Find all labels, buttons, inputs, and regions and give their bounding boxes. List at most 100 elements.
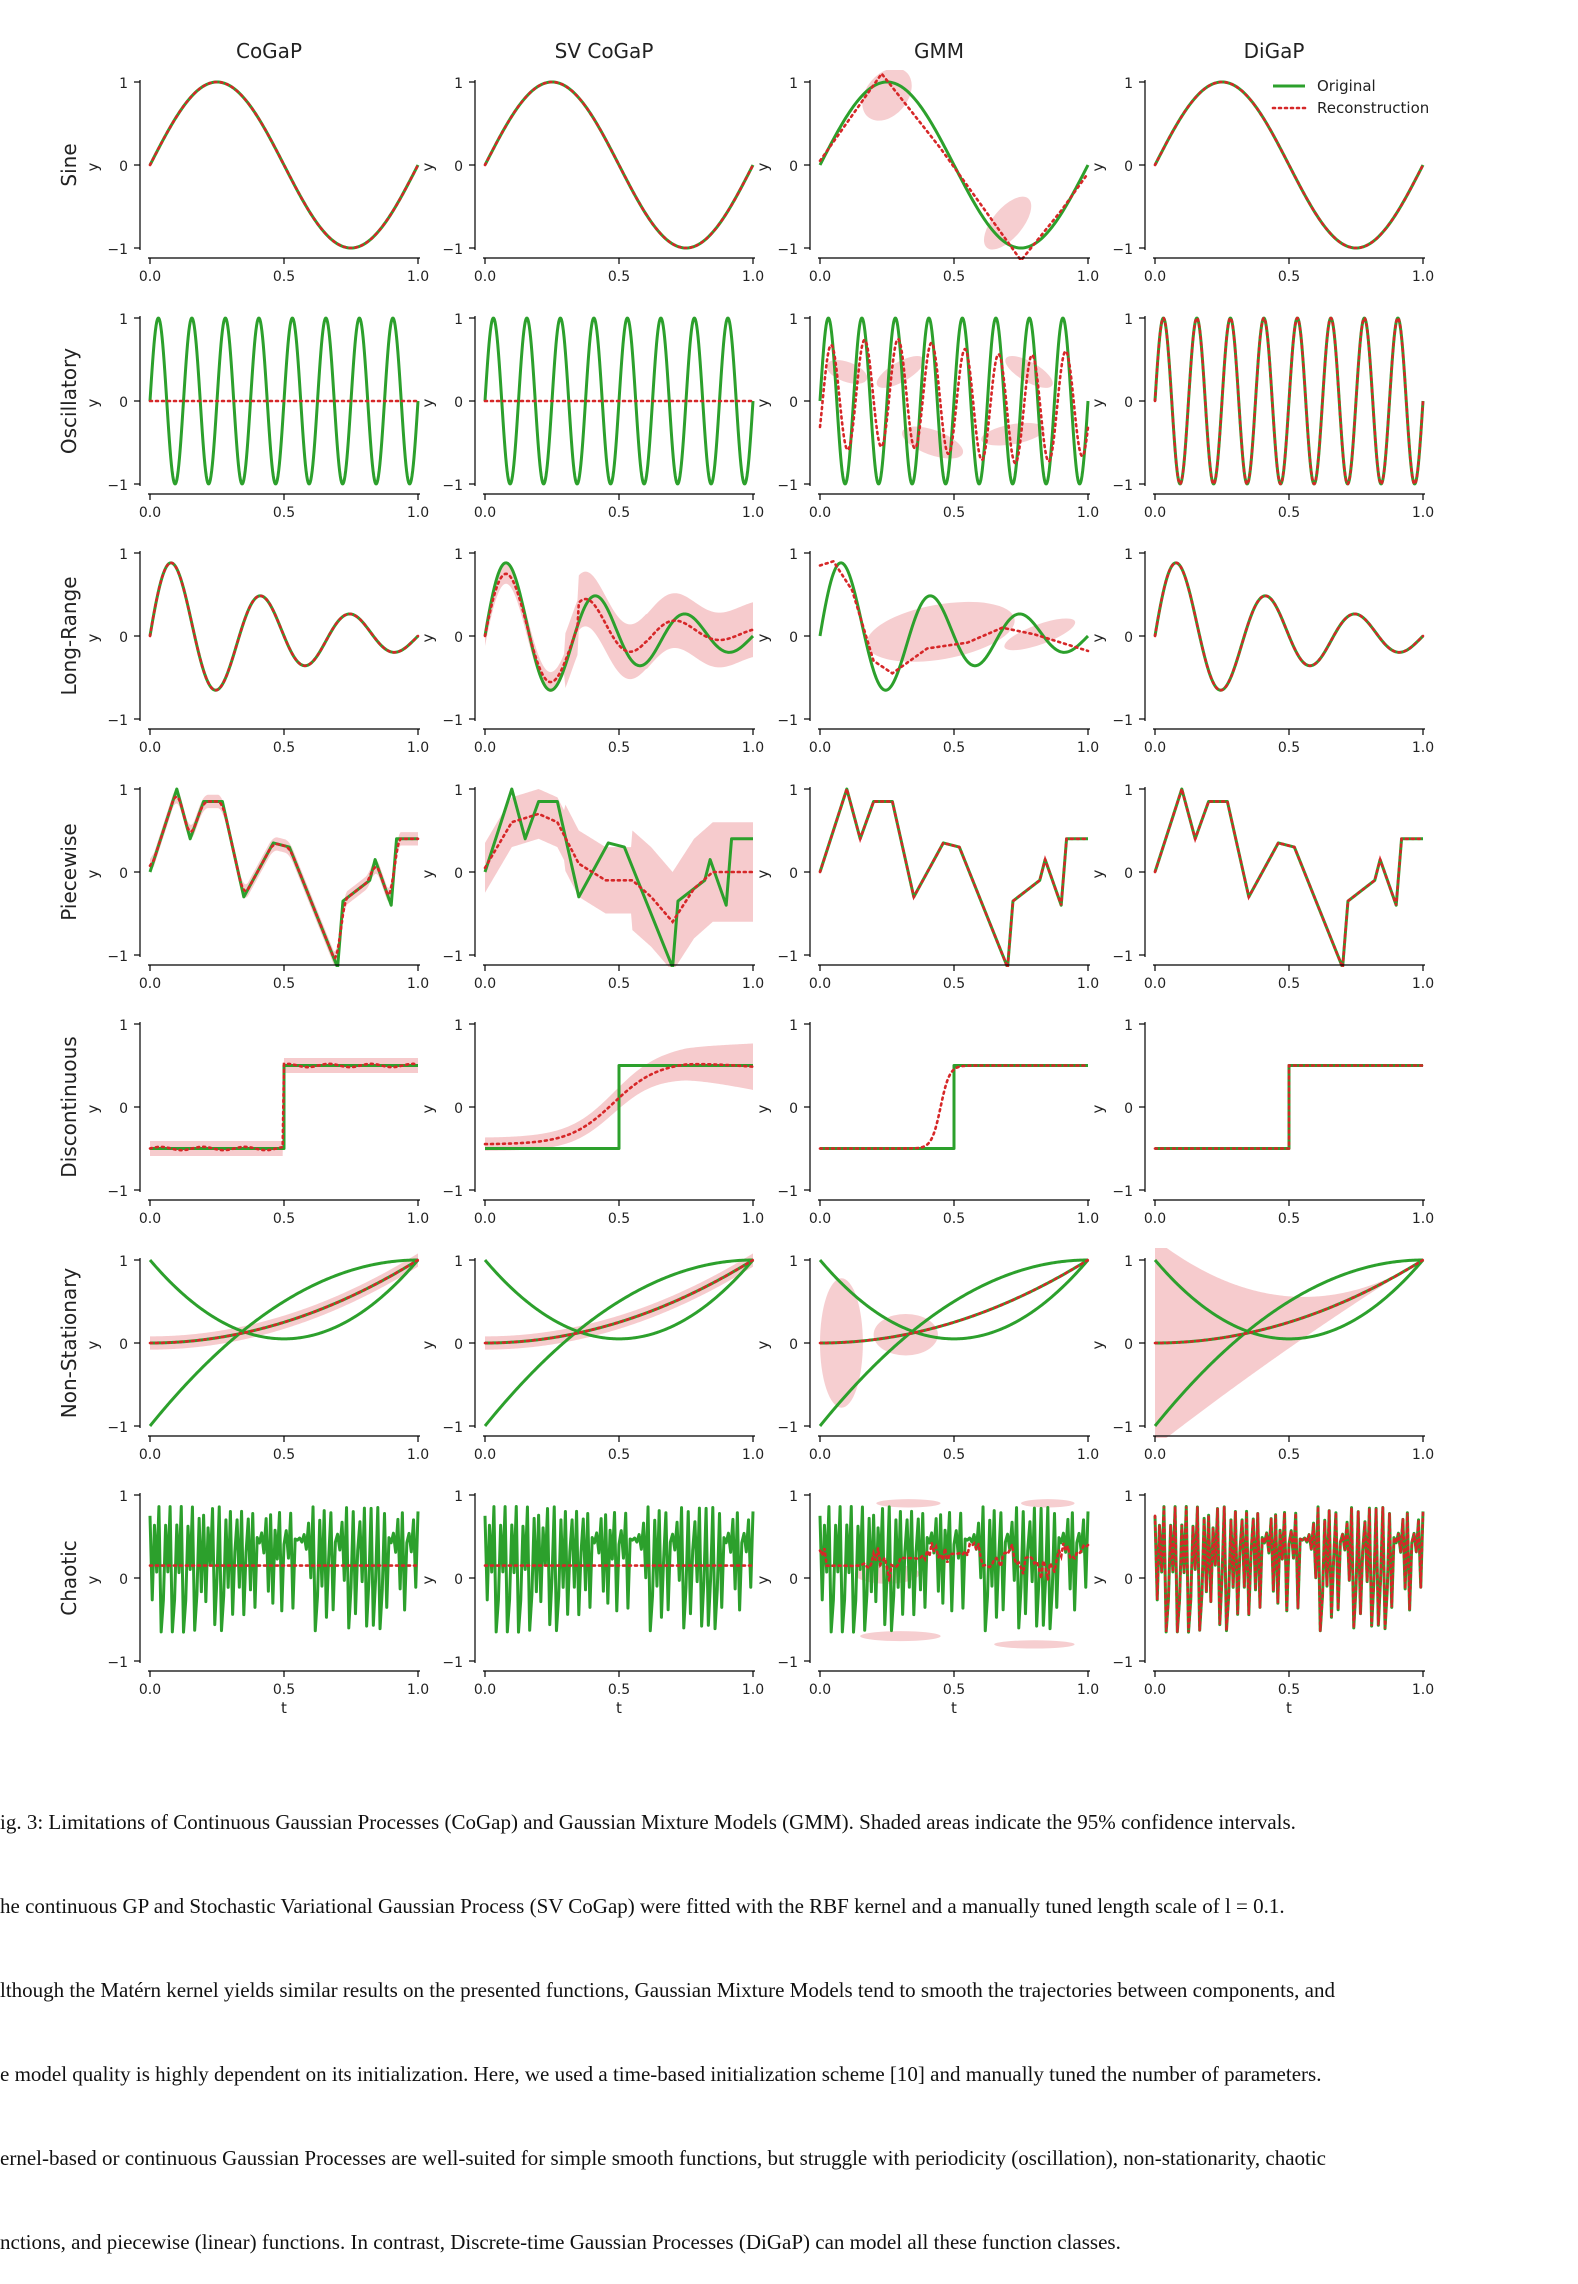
x-tick-label: 0.0: [1144, 269, 1166, 285]
panel-chaotic-digap: 1 0 −1 0.0 0.5 1.0 y t: [1089, 1489, 1434, 1717]
x-tick-label: 0.0: [139, 1682, 161, 1698]
x-tick-label: 0.5: [608, 976, 630, 992]
x-tick-label: 1.0: [742, 505, 764, 521]
y-tick-label: 1: [454, 1489, 463, 1505]
series-reconstruction: [1153, 561, 1425, 692]
y-tick-label: 0: [789, 1337, 798, 1353]
series-reconstruction: [1153, 1506, 1425, 1633]
axes: [804, 787, 1090, 971]
series-reconstruction: [818, 71, 1090, 260]
series-reconstruction: [818, 784, 1090, 967]
y-tick-label: 1: [1124, 1018, 1133, 1034]
y-tick-label: 1: [789, 76, 798, 92]
y-axis-label: y: [84, 162, 102, 171]
y-tick-label: 1: [454, 1018, 463, 1034]
x-tick-label: 1.0: [1412, 1682, 1434, 1698]
y-tick-label: 0: [454, 1337, 463, 1353]
row-label: Sine: [57, 143, 81, 186]
x-tick-label: 0.0: [1144, 1682, 1166, 1698]
axes: [804, 1022, 1090, 1206]
y-axis-label: y: [754, 1340, 772, 1349]
axes: [469, 80, 755, 264]
y-axis-label: y: [84, 869, 102, 878]
confidence-band: [1155, 1248, 1423, 1438]
x-tick-label: 1.0: [407, 269, 429, 285]
axes: [134, 1258, 420, 1442]
x-tick-label: 0.5: [943, 269, 965, 285]
y-axis-label: y: [419, 1575, 437, 1584]
y-tick-label: −1: [1112, 949, 1133, 965]
series-original: [818, 1505, 1090, 1634]
x-tick-label: 0.5: [1278, 740, 1300, 756]
y-axis-label: y: [754, 1575, 772, 1584]
y-tick-label: 1: [789, 1254, 798, 1270]
panel-long-range-gmm: 1 0 −1 0.0 0.5 1.0 y: [754, 547, 1099, 756]
y-tick-label: −1: [1112, 1655, 1133, 1671]
series-reconstruction: [818, 1064, 1090, 1150]
series-original: [1153, 1258, 1424, 1427]
x-tick-label: 0.5: [273, 269, 295, 285]
y-tick-label: 0: [454, 1572, 463, 1588]
series-original: [483, 1258, 754, 1427]
x-tick-label: 0.0: [474, 505, 496, 521]
series-reconstruction: [148, 1258, 420, 1345]
panel-long-range-cogap: 1 0 −1 0.0 0.5 1.0 y: [84, 547, 429, 756]
panel-sine-sv-cogap: 1 0 −1 0.0 0.5 1.0 y: [419, 76, 764, 285]
axes: [1139, 1022, 1425, 1206]
panel-discontinuous-sv-cogap: 1 0 −1 0.0 0.5 1.0 y: [419, 1018, 764, 1227]
x-tick-label: 1.0: [1077, 1211, 1099, 1227]
y-tick-label: −1: [107, 949, 128, 965]
series-original: [483, 787, 753, 967]
x-tick-label: 0.0: [474, 1682, 496, 1698]
y-tick-label: −1: [107, 478, 128, 494]
y-axis-label: y: [84, 1104, 102, 1113]
y-tick-label: −1: [1112, 1184, 1133, 1200]
panel-non-stationary-cogap: 1 0 −1 0.0 0.5 1.0 y: [84, 1253, 429, 1463]
column-title: GMM: [914, 39, 964, 63]
x-tick-label: 1.0: [742, 976, 764, 992]
series-original: [818, 316, 1090, 486]
y-tick-label: 1: [1124, 76, 1133, 92]
y-tick-label: −1: [777, 713, 798, 729]
y-tick-label: −1: [777, 1420, 798, 1436]
x-tick-label: 0.5: [608, 740, 630, 756]
y-tick-label: 0: [119, 866, 128, 882]
panel-non-stationary-gmm: 1 0 −1 0.0 0.5 1.0 y: [754, 1254, 1099, 1463]
y-tick-label: 1: [454, 783, 463, 799]
y-tick-label: 1: [1124, 312, 1133, 328]
y-tick-label: 1: [454, 312, 463, 328]
series-reconstruction: [148, 1062, 420, 1152]
y-tick-label: −1: [1112, 713, 1133, 729]
gmm-component: [983, 196, 1032, 250]
x-tick-label: 1.0: [1412, 740, 1434, 756]
y-tick-label: 1: [1124, 547, 1133, 563]
series-reconstruction: [483, 1062, 755, 1146]
y-axis-label: y: [754, 633, 772, 642]
x-tick-label: 1.0: [742, 1447, 764, 1463]
y-tick-label: 1: [789, 1489, 798, 1505]
gmm-component: [876, 1499, 941, 1508]
x-tick-label: 0.5: [608, 505, 630, 521]
x-tick-label: 0.0: [139, 1447, 161, 1463]
series-reconstruction: [483, 572, 755, 684]
x-tick-label: 0.0: [474, 1447, 496, 1463]
x-tick-label: 0.0: [809, 1211, 831, 1227]
caption-line: nctions, and piecewise (linear) function…: [0, 2230, 1121, 2254]
axes: [804, 1258, 1090, 1442]
y-tick-label: 0: [789, 159, 798, 175]
y-tick-label: −1: [442, 1655, 463, 1671]
y-tick-label: 1: [119, 312, 128, 328]
x-tick-label: 0.5: [273, 1447, 295, 1463]
x-tick-label: 0.0: [809, 269, 831, 285]
panel-piecewise-sv-cogap: 1 0 −1 0.0 0.5 1.0 y: [419, 783, 764, 992]
series-reconstruction: [1153, 316, 1425, 486]
x-tick-label: 0.5: [1278, 505, 1300, 521]
y-tick-label: 1: [454, 1254, 463, 1270]
gmm-component: [826, 360, 868, 384]
axes: [804, 551, 1090, 735]
y-tick-label: 0: [454, 159, 463, 175]
axes: [134, 316, 420, 500]
x-axis-label: t: [951, 1699, 957, 1717]
y-tick-label: 1: [1124, 1489, 1133, 1505]
axes: [1139, 551, 1425, 735]
